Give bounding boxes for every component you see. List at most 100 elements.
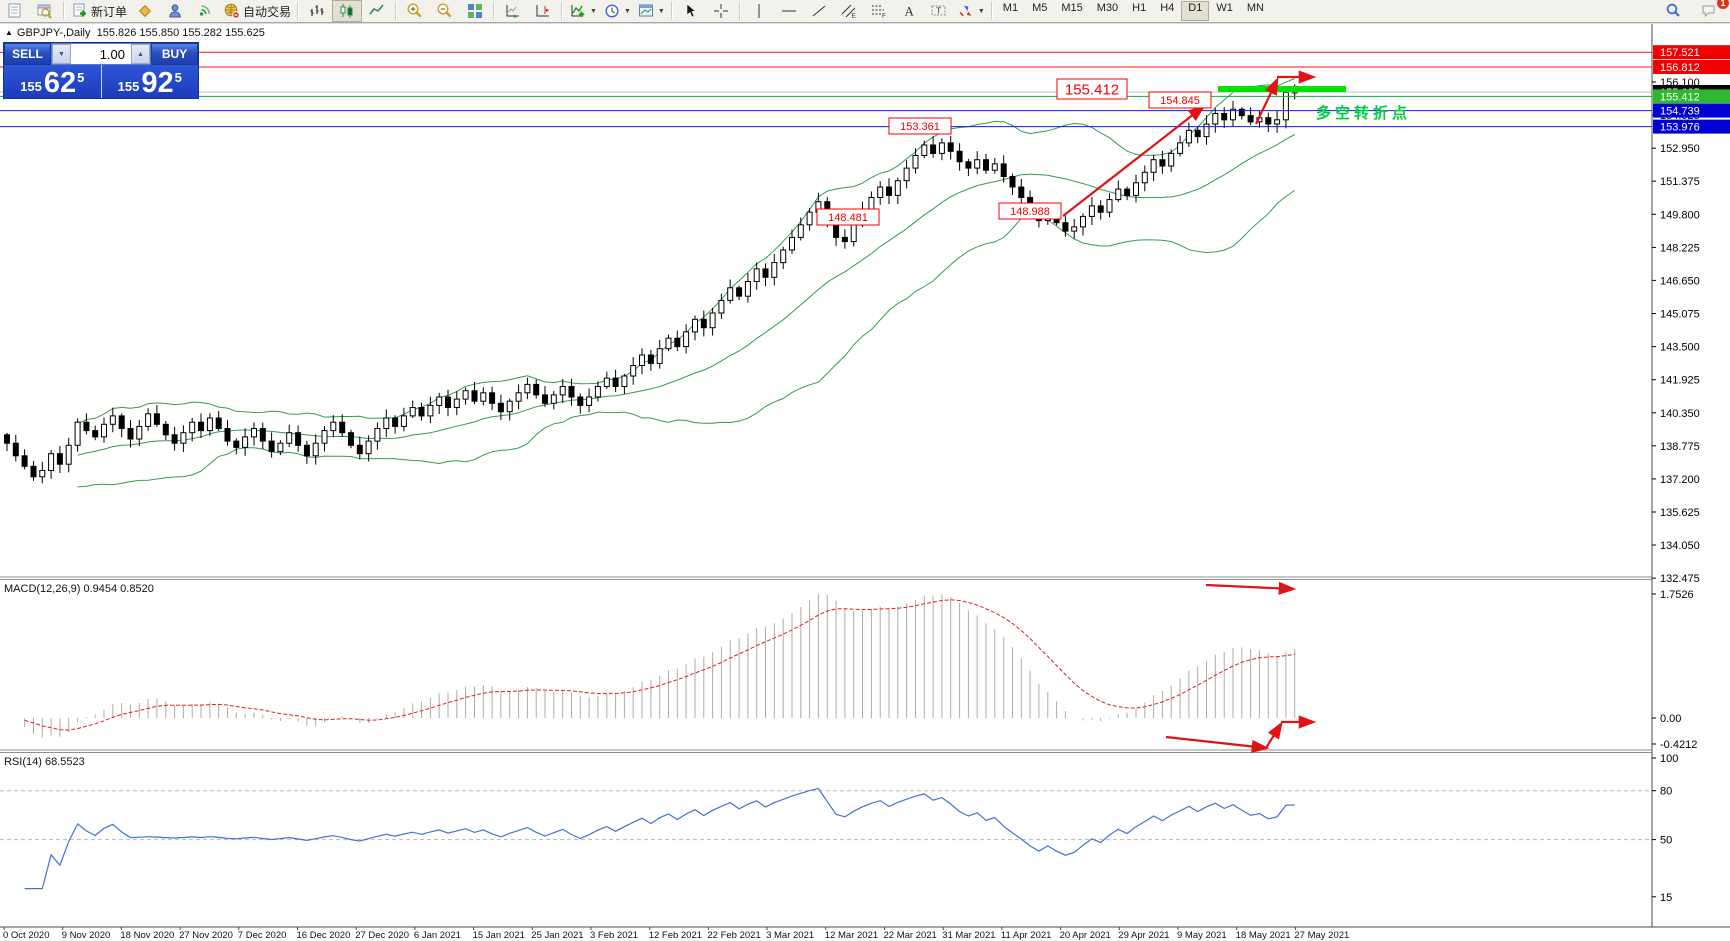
timeframe-m1-button[interactable]: M1 <box>1002 2 1019 14</box>
notifications-button[interactable]: 1 <box>1694 0 1729 22</box>
line-chart-button[interactable] <box>362 0 392 22</box>
navigator-button[interactable] <box>160 0 190 22</box>
lot-increase-button[interactable]: ▲ <box>131 44 150 64</box>
timeframe-d1-button[interactable]: D1 <box>1181 1 1210 21</box>
rsi-axis[interactable]: 100 80 50 15 <box>1652 753 1678 904</box>
zoom-in-button[interactable] <box>400 0 430 22</box>
tile-windows-button[interactable] <box>460 0 490 22</box>
vertical-line-button[interactable] <box>744 0 774 22</box>
equidistant-channel-button[interactable]: E <box>834 0 864 22</box>
notifications-icon <box>1700 2 1718 20</box>
cursor-icon <box>682 2 700 20</box>
signals-button[interactable] <box>190 0 220 22</box>
svg-text:141.925: 141.925 <box>1660 375 1700 387</box>
text-label-icon: T <box>930 2 948 20</box>
equidistant-channel-icon: E <box>840 2 858 20</box>
svg-text:18 Nov 2020: 18 Nov 2020 <box>120 930 174 941</box>
chart-background <box>0 23 1730 941</box>
text-icon: A <box>900 2 918 20</box>
periods-button[interactable]: ▼ <box>600 0 634 22</box>
arrows-button[interactable]: ▼ <box>954 0 988 22</box>
svg-text:156.812: 156.812 <box>1660 62 1700 74</box>
autotrading-button[interactable]: 自动交易 <box>220 0 294 22</box>
svg-text:15: 15 <box>1660 892 1672 904</box>
pane-separators[interactable] <box>0 576 1730 753</box>
bar-chart-button[interactable] <box>302 0 332 22</box>
chart-shift-button[interactable] <box>528 0 558 22</box>
charts-list-button[interactable] <box>0 0 30 22</box>
arrows-icon <box>957 2 975 20</box>
timeframe-mn-button[interactable]: MN <box>1246 2 1264 14</box>
rsi-line <box>24 787 1295 890</box>
text-button[interactable]: A <box>894 0 924 22</box>
svg-text:149.800: 149.800 <box>1660 209 1700 221</box>
notification-badge: 1 <box>1717 0 1729 9</box>
svg-text:F: F <box>882 13 886 20</box>
toolbar-separator <box>670 2 673 20</box>
autotrading-icon <box>223 2 241 20</box>
text-label-button[interactable]: T <box>924 0 954 22</box>
svg-text:16 Dec 2020: 16 Dec 2020 <box>297 930 351 941</box>
horizontal-line-button[interactable] <box>774 0 804 22</box>
svg-text:31 Mar 2021: 31 Mar 2021 <box>942 930 995 941</box>
search-button[interactable] <box>1658 0 1688 22</box>
buy-price[interactable]: 155 92 5 <box>102 65 199 98</box>
navigator-icon <box>166 2 184 20</box>
note-text: 多空转折点 <box>1316 104 1411 122</box>
timeframe-h4-button[interactable]: H4 <box>1160 2 1175 14</box>
vertical-line-icon <box>750 2 768 20</box>
tile-windows-icon <box>466 2 484 20</box>
lot-size-value[interactable]: 1.00 <box>99 46 125 62</box>
price-axis[interactable]: 156.100154.525152.950151.375149.800148.2… <box>1652 77 1700 585</box>
trendline-button[interactable] <box>804 0 834 22</box>
symbol-name: GBPJPY-,Daily <box>16 27 91 39</box>
date-axis[interactable]: 0 Oct 2020 9 Nov 2020 18 Nov 2020 27 Nov 20… <box>3 927 1349 941</box>
timeframe-m15-button[interactable]: M15 <box>1061 2 1083 14</box>
templates-button[interactable]: ▼ <box>634 0 668 22</box>
svg-text:27 Dec 2020: 27 Dec 2020 <box>355 930 409 941</box>
timeframe-m5-button[interactable]: M5 <box>1032 2 1048 14</box>
timeframe-h1-button[interactable]: H1 <box>1132 2 1147 14</box>
buy-button[interactable]: BUY <box>151 43 198 65</box>
svg-text:154.845: 154.845 <box>1160 95 1200 107</box>
macd-histogram <box>24 594 1296 738</box>
svg-text:134.050: 134.050 <box>1660 540 1700 552</box>
chart-shift-icon <box>534 2 552 20</box>
timeframe-m30-button[interactable]: M30 <box>1096 2 1119 14</box>
collapse-icon[interactable]: ▲ <box>5 28 13 37</box>
crosshair-button[interactable] <box>706 0 736 22</box>
lot-decrease-button[interactable]: ▼ <box>52 44 71 64</box>
annotations: 155.412 154.845 153.361 148.481 148.988 多空转折点 <box>816 70 1411 753</box>
market-watch-button[interactable] <box>130 0 160 22</box>
sell-price-big: 62 <box>43 67 77 99</box>
zoom-out-icon <box>436 2 454 20</box>
toolbar-separator <box>990 2 993 20</box>
indicators-button[interactable]: ▼ <box>566 0 600 22</box>
svg-text:80: 80 <box>1660 786 1672 798</box>
toolbar-separator <box>561 2 564 20</box>
svg-text:0 Oct 2020: 0 Oct 2020 <box>3 930 49 941</box>
cursor-button[interactable] <box>676 0 706 22</box>
fibonacci-button[interactable]: F <box>864 0 894 22</box>
sell-price[interactable]: 155 62 5 <box>4 65 101 98</box>
data-window-button[interactable] <box>30 0 60 22</box>
svg-text:22 Feb 2021: 22 Feb 2021 <box>707 930 760 941</box>
svg-text:146.650: 146.650 <box>1660 275 1700 287</box>
timeframe-w1-button[interactable]: W1 <box>1216 2 1233 14</box>
price-divider <box>100 65 102 98</box>
sell-button[interactable]: SELL <box>4 43 51 65</box>
svg-text:140.350: 140.350 <box>1660 408 1700 420</box>
candle-chart-button[interactable] <box>332 0 363 22</box>
chevron-down-icon: ▼ <box>657 7 665 15</box>
new-order-button[interactable]: 新订单 <box>68 0 130 22</box>
svg-text:0.00: 0.00 <box>1660 713 1681 725</box>
templates-icon <box>637 2 655 20</box>
svg-text:18 May 2021: 18 May 2021 <box>1236 930 1291 941</box>
svg-text:3 Feb 2021: 3 Feb 2021 <box>590 930 638 941</box>
candles <box>4 84 1298 484</box>
auto-scroll-button[interactable] <box>498 0 528 22</box>
macd-axis[interactable]: 1.7526 0.00 -0.4212 <box>1652 589 1697 751</box>
zoom-out-button[interactable] <box>430 0 460 22</box>
